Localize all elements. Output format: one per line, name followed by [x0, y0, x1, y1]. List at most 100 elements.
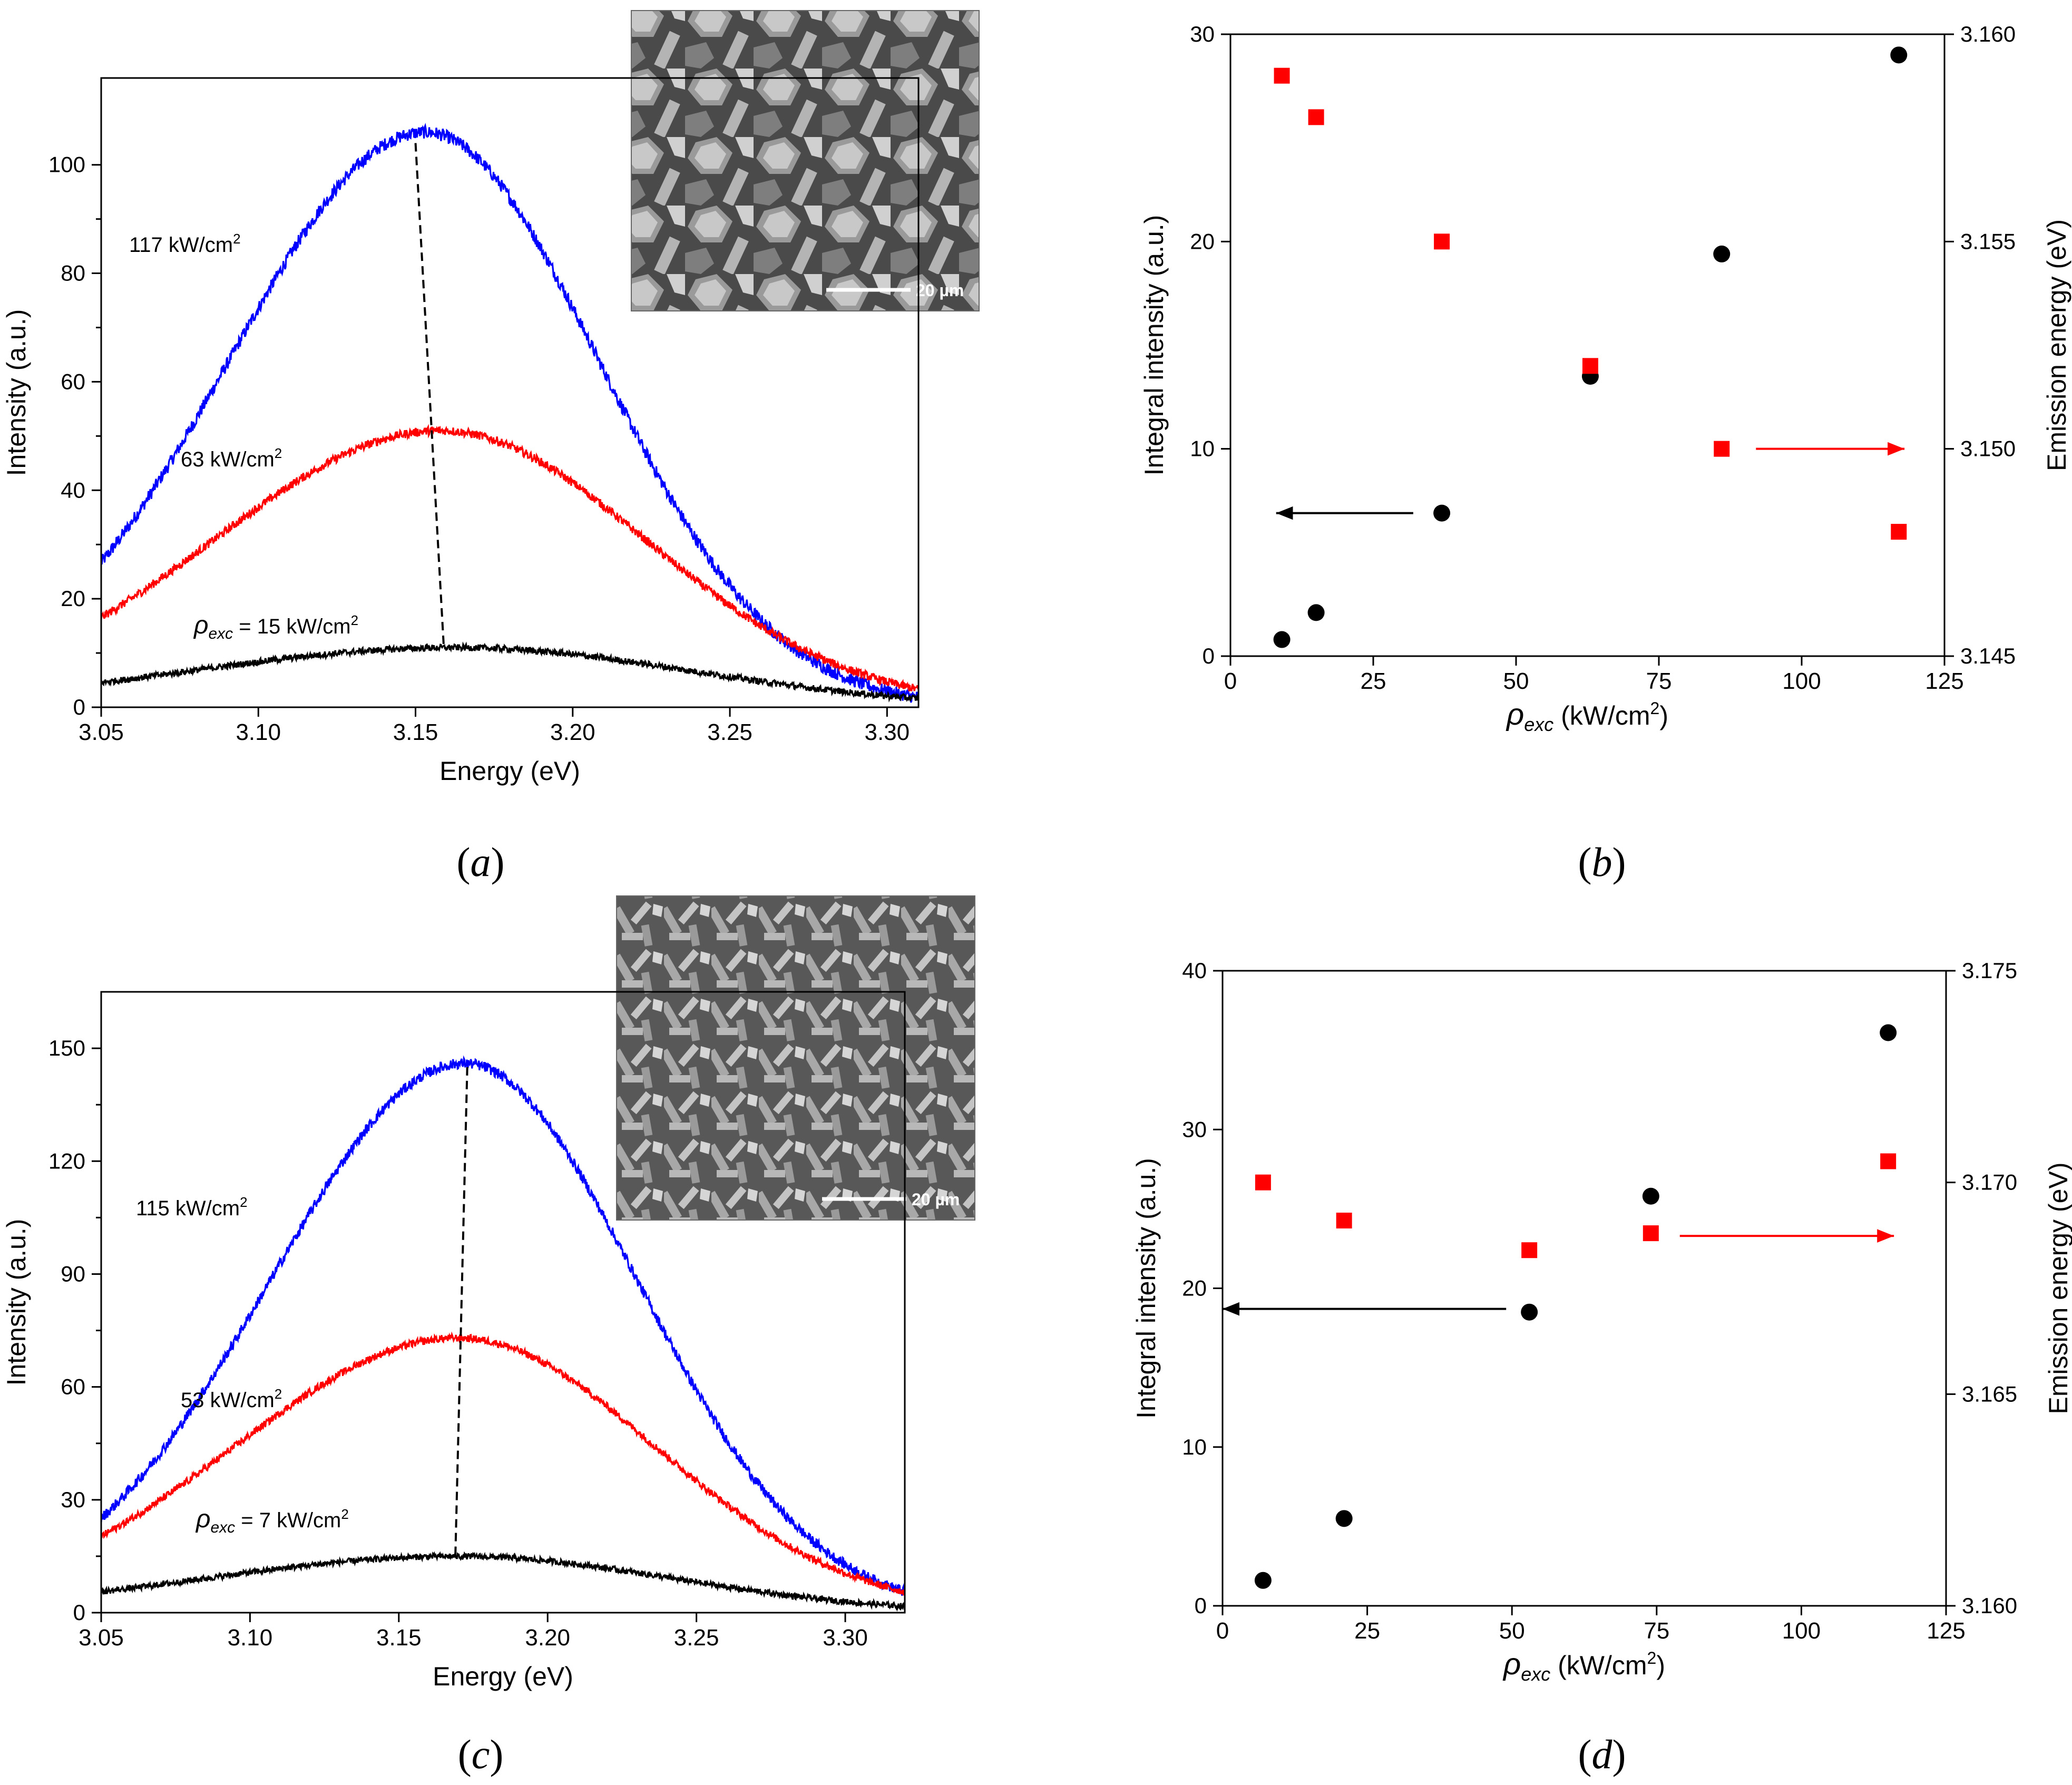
x-axis-title-end: ): [1656, 1651, 1665, 1680]
data-point-square: [1274, 67, 1290, 84]
y-tick-label: 0: [73, 695, 85, 719]
data-point-circle: [1254, 1572, 1272, 1589]
x-axis-title: ρexc (kW/cm2): [1502, 1647, 1665, 1685]
series-label-text: 117 kW/cm: [129, 233, 233, 257]
series-label-text: = 15 kW/cm: [233, 615, 350, 638]
y-tick-label: 10: [1190, 436, 1215, 461]
y2-tick-label: 3.165: [1962, 1381, 2017, 1406]
x-tick-label: 3.25: [707, 719, 752, 745]
x-tick-label: 3.10: [236, 719, 281, 745]
sem-inset-image: [631, 10, 980, 311]
y-tick-label: 30: [1182, 1117, 1207, 1142]
y-tick-label: 120: [48, 1148, 85, 1173]
y-tick-label: 30: [1190, 22, 1215, 46]
series-label: 115 kW/cm2: [136, 1194, 248, 1220]
peak-shift-line: [414, 143, 445, 648]
rho-symbol: ρ: [195, 1505, 211, 1533]
rho-subscript: exc: [1524, 714, 1553, 735]
y-tick-label: 60: [61, 1374, 85, 1399]
superscript: 2: [275, 1386, 282, 1402]
panel-caption-letter: b: [1592, 839, 1612, 885]
y-tick-label: 90: [61, 1261, 85, 1286]
peak-shift-line: [454, 1067, 468, 1556]
x-tick-label: 3.10: [228, 1625, 273, 1651]
x-tick-label: 100: [1782, 1618, 1821, 1644]
y2-tick-label: 3.170: [1962, 1170, 2017, 1195]
x-tick-label: 0: [1216, 1618, 1229, 1644]
y2-axis-title: Emission energy (eV): [2044, 1163, 2072, 1415]
superscript: 2: [1647, 1649, 1657, 1667]
data-point-square: [1521, 1242, 1538, 1259]
y2-tick-label: 3.155: [1960, 229, 2016, 253]
y-axis-title: Intensity (a.u.): [2, 309, 31, 476]
x-tick-label: 3.15: [376, 1625, 422, 1651]
y2-tick-label: 3.145: [1960, 643, 2016, 668]
y-tick-label: 20: [1182, 1276, 1207, 1301]
x-axis-title-text: (kW/cm: [1553, 701, 1650, 730]
x-axis-title: Energy (eV): [433, 1662, 573, 1691]
data-point-square: [1714, 441, 1730, 457]
x-tick-label: 3.20: [550, 719, 595, 745]
x-axis-title: ρexc (kW/cm2): [1506, 697, 1668, 735]
plot-frame: [1221, 970, 1947, 1607]
y-tick-label: 150: [48, 1036, 85, 1060]
x-tick-label: 50: [1503, 668, 1529, 694]
y2-tick-label: 3.160: [1960, 22, 2016, 46]
x-tick-label: 75: [1646, 668, 1672, 694]
x-tick-label: 3.05: [79, 719, 124, 745]
panel-caption-letter: c: [472, 1731, 490, 1777]
chart-b: 0 25 50 75 100 125 0 10 20 30 3.145 3.150 3.155 3.160…: [1139, 22, 2071, 735]
y2-tick-label: 3.175: [1962, 958, 2017, 983]
x-axis-title-end: ): [1659, 701, 1668, 730]
panel-caption-d: (d): [1578, 1731, 1626, 1777]
scale-bar-label: 20 µm: [916, 281, 964, 300]
panel-caption-letter: d: [1592, 1731, 1613, 1777]
panel-caption-a: (a): [457, 839, 505, 885]
rho-subscript: exc: [1521, 1663, 1550, 1685]
rho-symbol: ρ: [1506, 697, 1524, 731]
y-tick-label: 20: [61, 586, 85, 611]
scale-bar-label: 20 µm: [912, 1190, 960, 1209]
y-tick-label: 100: [48, 152, 85, 177]
data-point-circle: [1335, 1510, 1353, 1527]
y-axis-title: Integral intensity (a.u.): [1131, 1158, 1161, 1419]
x-tick-label: 3.05: [79, 1625, 124, 1651]
superscript: 2: [233, 231, 240, 247]
plot-frame: [100, 991, 906, 1614]
x-tick-label: 3.20: [525, 1625, 570, 1651]
y-tick-label: 40: [61, 477, 85, 502]
y-tick-label: 30: [61, 1487, 85, 1512]
superscript: 2: [1650, 699, 1660, 718]
panel-caption-letter: a: [471, 839, 491, 885]
spectrum-line: [100, 1550, 906, 1612]
plot-frame: [1229, 33, 1946, 657]
y-tick-label: 40: [1182, 958, 1207, 983]
data-point-square: [1643, 1225, 1659, 1242]
superscript: 2: [351, 612, 358, 628]
panel-caption-b: (b): [1578, 839, 1626, 885]
data-point-square: [1582, 358, 1598, 374]
superscript: 2: [240, 1194, 247, 1210]
chart-d: 0 25 50 75 100 125 0 10 20 30 40 3.160 3.165 3.170 3.1…: [1131, 958, 2072, 1685]
x-tick-label: 0: [1224, 668, 1237, 694]
series-label-text: 115 kW/cm: [136, 1197, 240, 1220]
x-tick-label: 125: [1925, 668, 1963, 694]
series-label: ρexc = 7 kW/cm2: [195, 1505, 349, 1536]
y2-tick-label: 3.150: [1960, 436, 2016, 461]
plot-frame: [100, 77, 920, 708]
y2-axis-title: Emission energy (eV): [2042, 219, 2071, 471]
x-tick-label: 75: [1644, 1618, 1669, 1644]
series-label-text: 53 kW/cm: [181, 1389, 275, 1412]
data-point-circle: [1307, 604, 1325, 621]
data-point-circle: [1642, 1187, 1659, 1205]
y-tick-label: 80: [61, 261, 85, 286]
x-tick-label: 100: [1782, 668, 1821, 694]
series-label: 117 kW/cm2: [129, 231, 241, 257]
data-point-square: [1308, 109, 1324, 125]
x-tick-label: 25: [1361, 668, 1386, 694]
x-axis-title: Energy (eV): [439, 756, 580, 786]
data-point-square: [1336, 1212, 1352, 1228]
series-label: ρexc = 15 kW/cm2: [193, 611, 358, 642]
y2-tick-label: 3.160: [1962, 1593, 2017, 1618]
